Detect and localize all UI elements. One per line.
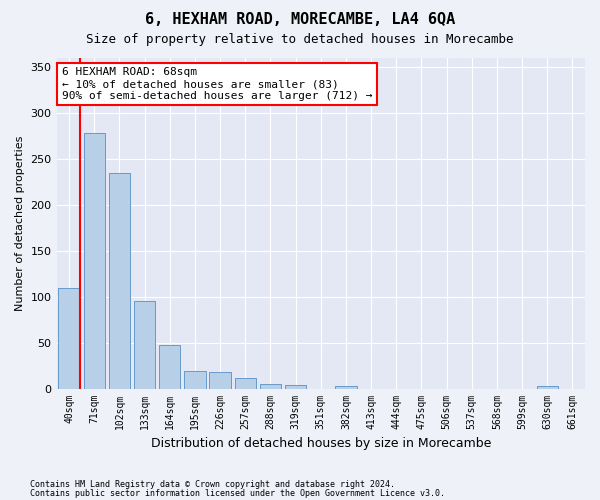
Bar — [58, 288, 80, 388]
Bar — [285, 385, 307, 388]
Text: 6 HEXHAM ROAD: 68sqm
← 10% of detached houses are smaller (83)
90% of semi-detac: 6 HEXHAM ROAD: 68sqm ← 10% of detached h… — [62, 68, 373, 100]
Text: 6, HEXHAM ROAD, MORECAMBE, LA4 6QA: 6, HEXHAM ROAD, MORECAMBE, LA4 6QA — [145, 12, 455, 28]
Bar — [235, 378, 256, 388]
Bar — [109, 174, 130, 388]
X-axis label: Distribution of detached houses by size in Morecambe: Distribution of detached houses by size … — [151, 437, 491, 450]
Bar — [184, 371, 206, 388]
Text: Size of property relative to detached houses in Morecambe: Size of property relative to detached ho… — [86, 32, 514, 46]
Y-axis label: Number of detached properties: Number of detached properties — [15, 136, 25, 310]
Bar — [159, 346, 181, 389]
Bar — [536, 386, 558, 388]
Bar — [260, 384, 281, 388]
Bar — [134, 301, 155, 388]
Bar — [83, 133, 105, 388]
Bar — [209, 372, 231, 388]
Bar — [335, 386, 356, 388]
Text: Contains HM Land Registry data © Crown copyright and database right 2024.: Contains HM Land Registry data © Crown c… — [30, 480, 395, 489]
Text: Contains public sector information licensed under the Open Government Licence v3: Contains public sector information licen… — [30, 489, 445, 498]
